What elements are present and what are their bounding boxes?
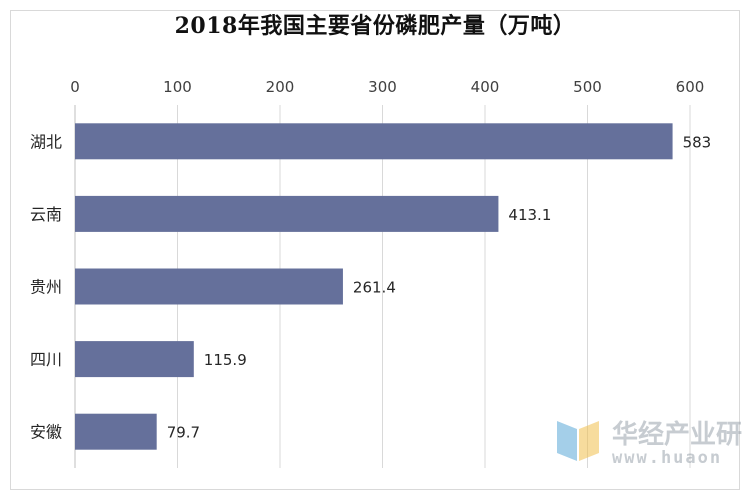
bar xyxy=(75,123,673,160)
data-label: 79.7 xyxy=(167,424,200,442)
chart-title: 2018年我国主要省份磷肥产量（万吨） xyxy=(174,13,576,39)
watermark-logo-icon xyxy=(557,421,599,461)
x-tick-label: 200 xyxy=(266,78,295,96)
bars xyxy=(75,123,673,450)
x-axis-ticks: 0 100 200 300 400 500 600 xyxy=(70,78,704,96)
bar xyxy=(75,341,194,378)
data-label: 413.1 xyxy=(508,206,551,224)
watermark-url: www.huaon xyxy=(612,448,723,468)
x-tick-label: 100 xyxy=(163,78,192,96)
data-label: 583 xyxy=(683,133,712,151)
x-tick-label: 400 xyxy=(471,78,500,96)
x-tick-label: 300 xyxy=(368,78,397,96)
y-category-label: 云南 xyxy=(30,205,62,224)
y-category-label: 四川 xyxy=(30,350,62,369)
bar xyxy=(75,413,157,450)
watermark-text: 华经产业研 xyxy=(612,420,743,450)
x-tick-label: 0 xyxy=(70,78,80,96)
data-labels: 583 413.1 261.4 115.9 79.7 xyxy=(167,133,712,441)
y-category-label: 湖北 xyxy=(30,132,62,151)
data-label: 115.9 xyxy=(204,351,247,369)
chart-frame xyxy=(10,10,740,490)
bar xyxy=(75,268,343,305)
bar xyxy=(75,195,499,232)
x-tick-label: 500 xyxy=(573,78,602,96)
x-tick-label: 600 xyxy=(676,78,705,96)
y-category-label: 贵州 xyxy=(30,278,62,297)
y-category-label: 安徽 xyxy=(30,423,62,442)
data-label: 261.4 xyxy=(353,279,396,297)
